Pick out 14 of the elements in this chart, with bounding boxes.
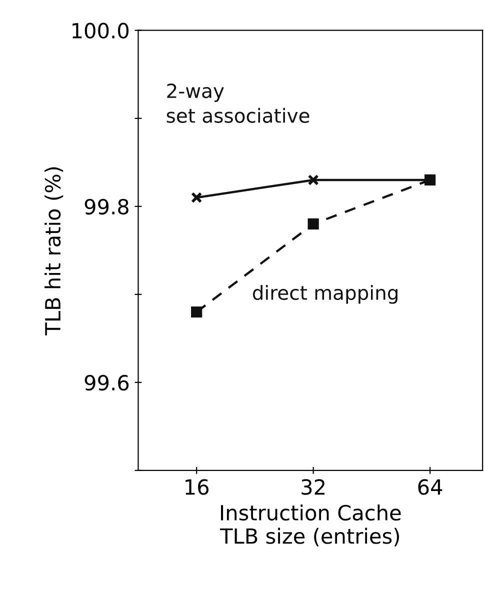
y-tick-label: 99.6 [84,374,129,391]
point [191,192,202,204]
point [191,306,202,318]
text: 2-way set associative [166,84,310,123]
point [308,218,319,230]
x-tick-label: 32 [302,479,324,495]
y-tick-label: 99.8 [84,198,128,215]
series-label: direct mapping [252,284,398,304]
y-tick-label: 100.0 [72,22,129,39]
point [308,174,319,186]
x-tick-label: 64 [418,479,442,495]
x-tick-label: 16 [186,479,209,495]
y-axis-title: TLB hit ratio (%) [44,167,64,336]
x-axis-title: Instruction Cache TLB size (entries) [220,504,401,546]
